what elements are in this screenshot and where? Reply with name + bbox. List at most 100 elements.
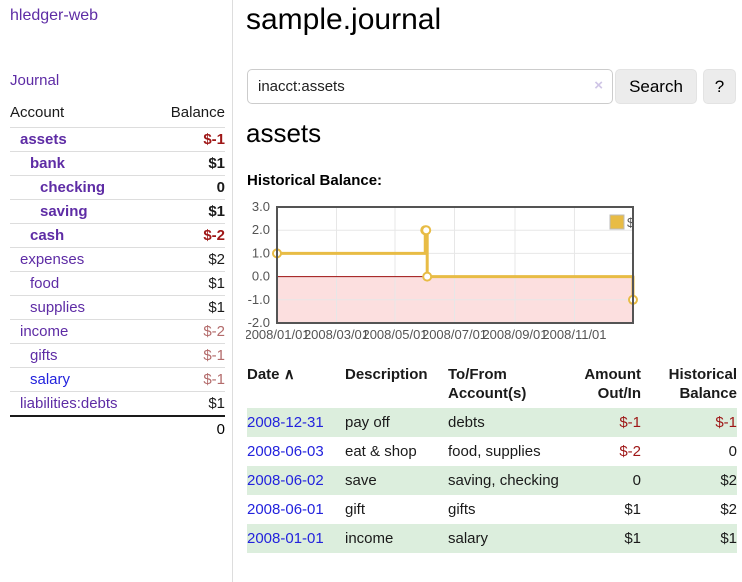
transaction-date-cell: 2008-01-01 — [247, 524, 345, 553]
search-input[interactable] — [247, 69, 613, 104]
transaction-date-link[interactable]: 2008-12-31 — [247, 414, 324, 431]
register-table-body: 2008-12-31 pay off debts $-1 $-1 2008-06-03 ea… — [247, 408, 737, 553]
x-tick-label: 2008/03/01 — [304, 327, 369, 342]
account-balance: $1 — [208, 395, 225, 412]
transaction-description: pay off — [345, 414, 390, 431]
transaction-description: eat & shop — [345, 443, 417, 460]
y-tick-label: 0.0 — [252, 269, 270, 284]
x-tick-label: 2008/05/01 — [362, 327, 427, 342]
account-row: gifts $-1 — [10, 343, 225, 368]
accounts-table: Account Balance assets $-1 bank $1 checking 0… — [10, 100, 225, 442]
search-field-wrap: × — [247, 69, 613, 104]
chart-title: Historical Balance: — [247, 172, 383, 189]
transaction-description: gift — [345, 501, 366, 518]
account-link-saving[interactable]: saving — [40, 203, 88, 220]
account-row: food $1 — [10, 271, 225, 296]
account-link-assets[interactable]: assets — [20, 131, 67, 148]
x-tick-label: 2008/07/01 — [422, 327, 487, 342]
account-link-income[interactable]: income — [20, 323, 69, 340]
transaction-accounts: saving, checking — [448, 472, 559, 489]
account-row: liabilities:debts $1 — [10, 391, 225, 417]
account-link-supplies[interactable]: supplies — [30, 299, 86, 316]
account-row: income $-2 — [10, 319, 225, 344]
transaction-amount: $-1 — [619, 414, 641, 431]
sidebar-item-journal[interactable]: Journal — [10, 72, 60, 89]
data-point-marker — [421, 225, 432, 236]
transaction-date-cell: 2008-12-31 — [247, 408, 345, 437]
accounts-total-row: 0 — [10, 416, 225, 442]
transaction-accounts: debts — [448, 414, 485, 431]
account-link-checking[interactable]: checking — [40, 179, 106, 196]
transaction-date-link[interactable]: 2008-06-02 — [247, 472, 324, 489]
transaction-balance: $-1 — [715, 414, 737, 431]
transaction-row[interactable]: 2008-01-01 income salary $1 $1 — [247, 524, 737, 553]
register-header-description: Description — [345, 366, 428, 383]
account-balance: $-1 — [203, 371, 225, 388]
help-button[interactable]: ? — [703, 69, 736, 104]
account-link-cash[interactable]: cash — [30, 227, 65, 244]
y-tick-label: -1.0 — [248, 292, 270, 307]
transaction-balance: $2 — [720, 501, 737, 518]
y-tick-label: 2.0 — [252, 222, 270, 237]
transaction-description: save — [345, 472, 377, 489]
x-tick-label: 2008/11/01 — [542, 327, 606, 342]
transaction-accounts: gifts — [448, 501, 476, 518]
transaction-amount: 0 — [632, 472, 641, 489]
sort-ascending-icon: ∧ — [283, 366, 295, 383]
account-row: salary $-1 — [10, 367, 225, 392]
account-balance: $-2 — [203, 323, 225, 340]
transaction-amount: $1 — [624, 501, 641, 518]
transaction-date-link[interactable]: 2008-06-01 — [247, 501, 324, 518]
transaction-row[interactable]: 2008-06-01 gift gifts $1 $2 — [247, 495, 737, 524]
account-link-expenses[interactable]: expenses — [20, 251, 85, 268]
account-balance: 0 — [216, 179, 225, 196]
account-row: expenses $2 — [10, 247, 225, 272]
transaction-date-cell: 2008-06-03 — [247, 437, 345, 466]
plot-border — [276, 206, 634, 324]
account-balance: $-2 — [203, 227, 225, 244]
transaction-row[interactable]: 2008-06-02 save saving, checking 0 $2 — [247, 466, 737, 495]
x-tick-label: 2008/01/01 — [246, 327, 310, 342]
accounts-table-body: assets $-1 bank $1 checking 0 saving $1 cash $-2 e… — [10, 127, 225, 417]
brand-link[interactable]: hledger-web — [10, 7, 99, 24]
transaction-accounts: food, supplies — [448, 443, 541, 460]
sidebar: hledger-web Journal Account Balance asse… — [0, 0, 233, 582]
transaction-date-link[interactable]: 2008-06-03 — [247, 443, 324, 460]
search-button[interactable]: Search — [615, 69, 697, 104]
transaction-accounts: salary — [448, 530, 489, 547]
clear-search-icon[interactable]: × — [594, 77, 603, 94]
transaction-amount: $1 — [624, 530, 641, 547]
account-balance: $2 — [208, 251, 225, 268]
account-row: cash $-2 — [10, 223, 225, 248]
y-tick-label: 3.0 — [252, 202, 270, 214]
transaction-balance: $1 — [720, 530, 737, 547]
y-tick-label: 1.0 — [252, 245, 270, 260]
data-point-marker — [422, 271, 433, 282]
account-balance: $1 — [208, 299, 225, 316]
transaction-row[interactable]: 2008-12-31 pay off debts $-1 $-1 — [247, 408, 737, 437]
account-link-liabilities-debts[interactable]: liabilities:debts — [20, 395, 118, 412]
account-link-food[interactable]: food — [30, 275, 60, 292]
transaction-date-cell: 2008-06-02 — [247, 466, 345, 495]
accounts-header-account: Account — [10, 104, 65, 121]
account-row: assets $-1 — [10, 127, 225, 152]
account-balance: $-1 — [203, 131, 225, 148]
register-header-accounts: To/From Account(s) — [448, 366, 527, 402]
account-heading: assets — [246, 118, 322, 148]
transaction-amount: $-2 — [619, 443, 641, 460]
transaction-description: income — [345, 530, 394, 547]
account-link-gifts[interactable]: gifts — [30, 347, 58, 364]
transaction-date-cell: 2008-06-01 — [247, 495, 345, 524]
account-link-salary[interactable]: salary — [30, 371, 71, 388]
transaction-row[interactable]: 2008-06-03 eat & shop food, supplies $-2 0 — [247, 437, 737, 466]
transaction-date-link[interactable]: 2008-01-01 — [247, 530, 324, 547]
y-tick-label: -2.0 — [248, 315, 270, 330]
historical-balance-chart: $3.0 2.0 1.0 0.0 -1.0 -2.02008/01/012008/03/0… — [246, 202, 638, 342]
register-header-date[interactable]: Date ∧ — [247, 366, 295, 383]
transaction-balance: $2 — [720, 472, 737, 489]
account-row: saving $1 — [10, 199, 225, 224]
account-row: supplies $1 — [10, 295, 225, 320]
account-link-bank[interactable]: bank — [30, 155, 66, 172]
register-table: Date ∧ Description To/From Account(s) Am… — [247, 362, 737, 553]
